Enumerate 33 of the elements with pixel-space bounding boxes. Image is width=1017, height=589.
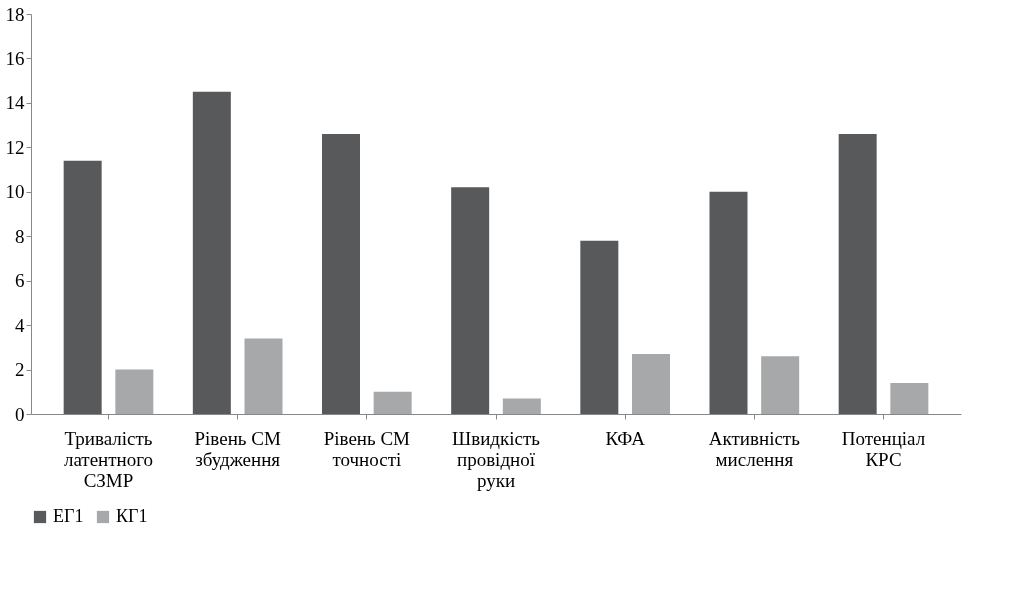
x-tick-label: Тривалість латентного СЗМР xyxy=(63,427,154,491)
legend-label: ЕГ1 xyxy=(53,506,84,526)
y-tick-label: 8 xyxy=(15,225,25,247)
bar xyxy=(115,369,154,414)
y-tick-label: 6 xyxy=(15,270,25,292)
y-tick-label: 18 xyxy=(5,3,25,25)
x-tick-label: Активність мислення xyxy=(708,427,801,470)
y-tick-label: 4 xyxy=(15,314,25,336)
bar xyxy=(580,240,619,414)
bar xyxy=(244,338,283,414)
bar xyxy=(63,160,102,414)
x-tick-label: Рівень СМ точності xyxy=(323,427,411,470)
bar xyxy=(322,134,360,414)
y-tick-label: 16 xyxy=(5,47,25,69)
bar xyxy=(192,91,231,414)
legend-label: КГ1 xyxy=(116,506,148,526)
x-tick-label: Рівень СМ збудження xyxy=(194,427,281,470)
y-tick-label: 10 xyxy=(5,181,25,203)
bar xyxy=(373,391,412,414)
x-tick-label: Швидкість провідної руки xyxy=(452,427,541,491)
bar xyxy=(761,356,800,414)
y-tick-label: 12 xyxy=(5,136,25,158)
x-tick-label: КФА xyxy=(605,427,646,449)
x-tick-label: Потенціал КРС xyxy=(841,427,926,470)
bar xyxy=(890,382,929,414)
bar xyxy=(838,134,877,414)
bar xyxy=(709,191,748,414)
bar xyxy=(451,187,490,414)
y-tick-label: 0 xyxy=(15,403,25,425)
y-tick-label: 2 xyxy=(15,359,25,381)
bar xyxy=(632,354,670,414)
bar xyxy=(502,398,541,414)
y-tick-label: 14 xyxy=(5,92,25,114)
